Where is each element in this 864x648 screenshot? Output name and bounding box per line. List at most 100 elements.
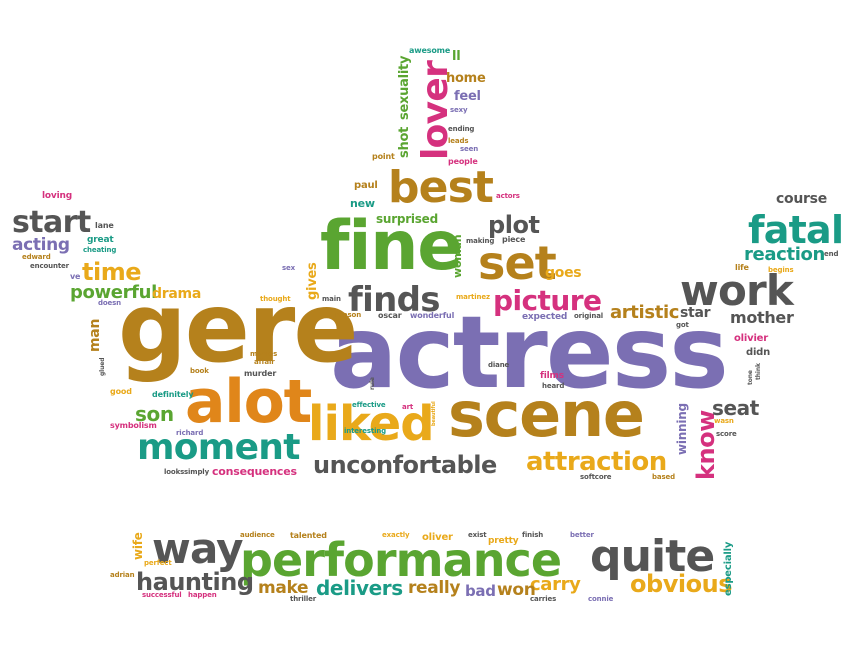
- word-man: man: [87, 318, 103, 352]
- word-thought: thought: [260, 295, 291, 303]
- word-effective: effective: [352, 401, 386, 409]
- word-reaction: reaction: [744, 244, 825, 265]
- word-didn: didn: [746, 347, 771, 358]
- word-main: main: [322, 295, 341, 303]
- word-mother: mother: [730, 308, 794, 327]
- word-murder: murder: [244, 369, 277, 378]
- word-ll: ll: [452, 49, 461, 64]
- word-finds: finds: [348, 280, 441, 320]
- word-awesome: awesome: [409, 46, 451, 55]
- word-softcore: softcore: [580, 473, 612, 481]
- word-especially: especially: [723, 541, 734, 596]
- word-ending: ending: [448, 125, 475, 133]
- word-artistic: artistic: [610, 302, 680, 323]
- word-wonderful: wonderful: [410, 311, 455, 320]
- word-cheating: cheating: [83, 246, 117, 254]
- word-wasn: wasn: [714, 417, 734, 425]
- word-tone: tone: [747, 370, 754, 385]
- word-interesting: interesting: [344, 427, 387, 435]
- word-unconfortable: unconfortable: [313, 451, 497, 479]
- word-expected: expected: [522, 312, 568, 322]
- word-time: time: [82, 258, 142, 286]
- word-course: course: [776, 191, 827, 207]
- word-fine: fine: [320, 207, 463, 286]
- word-liked: liked: [308, 396, 435, 452]
- word-edward: edward: [22, 253, 51, 261]
- word-powerful: powerful: [70, 282, 157, 303]
- word-star: star: [680, 305, 711, 321]
- word-glued: glued: [99, 357, 106, 376]
- word-rule: rule: [369, 377, 376, 390]
- word-new: new: [350, 197, 375, 210]
- word-plot: plot: [488, 211, 540, 239]
- word-sexuality: sexuality: [397, 55, 412, 120]
- word-piece: piece: [502, 235, 526, 244]
- word-surprised: surprised: [376, 212, 438, 226]
- word-audience: audience: [240, 531, 275, 539]
- word-score: score: [716, 430, 737, 438]
- word-drama: drama: [152, 286, 202, 302]
- word-doesn: doesn: [98, 299, 122, 307]
- word-attraction: attraction: [526, 447, 667, 477]
- word-feel: feel: [454, 89, 481, 104]
- word-gives: gives: [305, 262, 320, 301]
- word-based: based: [652, 473, 675, 481]
- word-people: people: [448, 157, 478, 166]
- word-set: set: [478, 236, 557, 290]
- word-encounter: encounter: [30, 262, 69, 270]
- word-haunting: haunting: [136, 568, 254, 596]
- word-adrian: adrian: [110, 571, 135, 579]
- word-bad: bad: [465, 582, 496, 600]
- word-good: good: [110, 387, 132, 396]
- word-pretty: pretty: [488, 536, 519, 546]
- word-delivers: delivers: [316, 576, 403, 600]
- word-thriller: thriller: [290, 595, 317, 603]
- word-home: home: [446, 71, 486, 86]
- word-great: great: [87, 235, 114, 245]
- word-talented: talented: [290, 531, 327, 540]
- word-start: start: [12, 205, 91, 240]
- word-richard: richard: [176, 429, 204, 437]
- word-won: won: [497, 580, 536, 600]
- word-shot: shot: [397, 126, 412, 158]
- word-quite: quite: [590, 531, 715, 582]
- word-work: work: [680, 266, 794, 315]
- word-art: art: [402, 403, 414, 411]
- word-leads: leads: [448, 137, 469, 145]
- word-exist: exist: [468, 531, 487, 539]
- word-reason: reason: [335, 311, 362, 319]
- word-got: got: [676, 321, 689, 329]
- word-oliver: oliver: [422, 532, 453, 543]
- word-paul: paul: [354, 180, 378, 191]
- word-happen: happen: [188, 591, 217, 599]
- word-alot: alot: [185, 367, 312, 437]
- word-connie: connie: [588, 595, 614, 603]
- word-carry: carry: [530, 574, 581, 595]
- word-exactly: exactly: [382, 531, 410, 539]
- word-successful: successful: [142, 591, 182, 599]
- word-beautiful: beautiful: [431, 401, 437, 426]
- word-oscar: oscar: [378, 311, 402, 320]
- word-make: make: [258, 578, 309, 598]
- word-martinez: martinez: [456, 293, 490, 301]
- word-affair: affair: [254, 358, 275, 366]
- word-gere: gere: [118, 272, 359, 384]
- word-really: really: [408, 578, 461, 598]
- word-goes: goes: [545, 265, 582, 281]
- word-simply: simply: [184, 468, 209, 476]
- word-sex: sex: [282, 264, 296, 272]
- word-carries: carries: [530, 595, 557, 603]
- word-consequences: consequences: [212, 465, 297, 478]
- word-actors: actors: [496, 192, 520, 200]
- word-symbolism: symbolism: [110, 421, 157, 430]
- word-scene: scene: [448, 378, 645, 451]
- word-moment: moment: [137, 427, 300, 468]
- word-movies: movies: [250, 350, 278, 358]
- word-films: films: [540, 371, 564, 381]
- word-best: best: [388, 162, 494, 213]
- word-diane: diane: [488, 361, 510, 369]
- word-better: better: [570, 531, 594, 539]
- word-actress: actress: [330, 294, 729, 411]
- word-performance: performance: [240, 533, 562, 587]
